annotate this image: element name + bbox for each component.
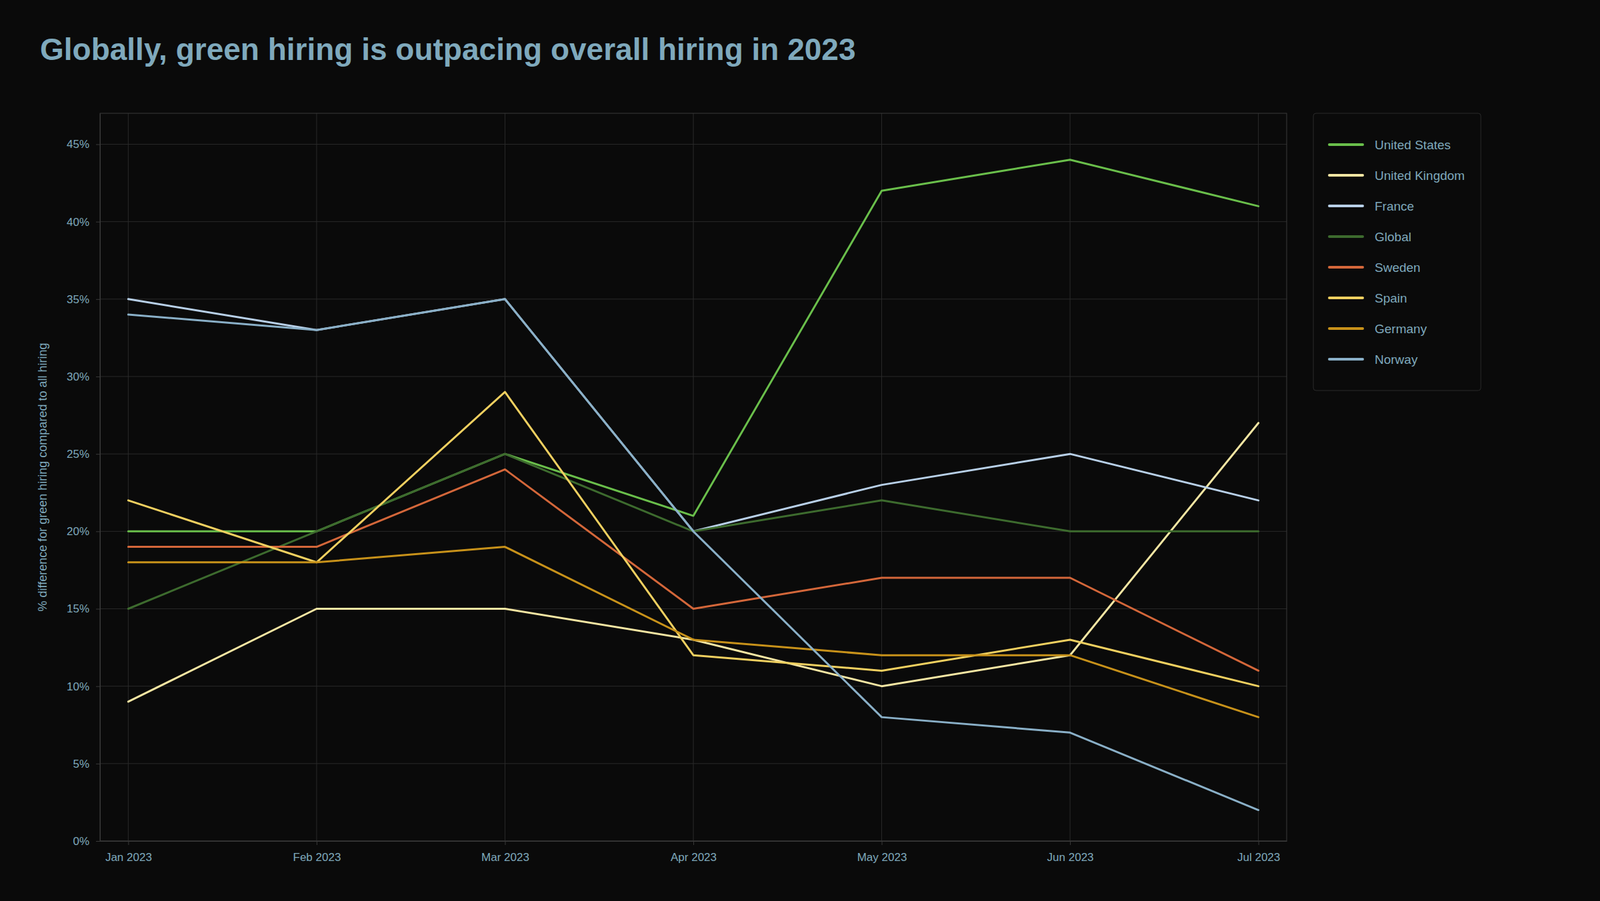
y-tick-label: 10% (66, 680, 90, 694)
x-tick-mark (128, 841, 129, 846)
x-tick-label: May 2023 (857, 851, 908, 864)
y-tick: 10% (66, 680, 100, 694)
y-tick: 45% (66, 138, 100, 151)
y-tick-mark (96, 222, 100, 223)
x-tick-label: Feb 2023 (292, 851, 341, 864)
y-tick-mark (96, 686, 100, 688)
y-tick: 40% (66, 216, 100, 229)
x-tick: Feb 2023 (292, 841, 341, 864)
x-tick: Jul 2023 (1237, 841, 1280, 864)
y-tick-label: 45% (66, 138, 90, 151)
y-tick-label: 20% (66, 525, 90, 538)
x-tick-label: Jan 2023 (105, 851, 152, 864)
grid-line (504, 113, 506, 842)
legend-item: United Kingdom (1329, 168, 1465, 183)
legend-item: United States (1329, 138, 1451, 152)
y-tick: 0% (72, 835, 100, 848)
chart: Globally, green hiring is outpacing over… (0, 0, 1600, 901)
x-tick: Jun 2023 (1047, 841, 1094, 864)
legend-label: United States (1374, 138, 1451, 152)
x-tick-mark (882, 841, 883, 846)
x-tick-mark (1258, 841, 1260, 846)
legend-swatch (1329, 204, 1363, 208)
series-line (128, 299, 1258, 532)
y-tick-label: 25% (66, 448, 90, 461)
y-tick-mark (96, 531, 100, 532)
legend-item: Germany (1329, 322, 1428, 336)
legend-label: Global (1374, 230, 1412, 244)
y-tick: 25% (66, 448, 100, 461)
y-tick-label: 35% (66, 293, 90, 306)
title: Globally, green hiring is outpacing over… (40, 32, 856, 67)
legend-item: Spain (1329, 291, 1408, 306)
background (0, 0, 1600, 901)
x-tick: Mar 2023 (481, 841, 530, 864)
grid-line (693, 113, 694, 842)
series-line (128, 547, 1258, 718)
lines (128, 160, 1258, 811)
series-line (128, 299, 1258, 811)
y-tick-label: 5% (72, 758, 90, 771)
legend-swatch (1329, 296, 1363, 300)
y-tick: 20% (66, 525, 100, 538)
y-tick-label: 15% (66, 602, 90, 616)
y-tick: 35% (66, 293, 100, 306)
x-tick-mark (693, 841, 694, 846)
grid-line (881, 113, 882, 842)
legend-swatch (1329, 266, 1363, 269)
legend-swatch (1329, 174, 1363, 177)
series-line (128, 392, 1258, 686)
legend-swatch (1329, 358, 1363, 361)
x-tick-mark (316, 841, 318, 846)
y-tick-mark (96, 841, 100, 842)
y-tick-mark (96, 608, 100, 610)
plot: 0% 5% 10% 15% 20% 25% 30% 35% 40% 45% Jan 2023 Feb … (66, 113, 1288, 864)
legend-item: Global (1329, 230, 1412, 244)
y-tick: 5% (72, 758, 100, 771)
legend: United States United Kingdom France Global S… (1313, 113, 1481, 391)
grid (100, 113, 1287, 842)
legend-label: United Kingdom (1374, 168, 1465, 183)
legend-label: Norway (1374, 352, 1418, 367)
legend-label: France (1374, 199, 1414, 214)
y-axis: 0% 5% 10% 15% 20% 25% 30% 35% 40% 45% (66, 114, 101, 848)
legend-item: Norway (1329, 352, 1418, 367)
legend-swatch (1329, 143, 1363, 146)
x-tick-mark (1070, 841, 1071, 846)
x-tick: Apr 2023 (670, 841, 717, 864)
y-tick-label: 40% (66, 216, 90, 229)
y-axis-line (100, 114, 101, 842)
y-tick-label: 0% (72, 835, 90, 848)
x-tick: Jan 2023 (105, 841, 152, 864)
y-tick-mark (96, 376, 100, 378)
y-tick-mark (96, 299, 100, 300)
x-tick: May 2023 (857, 841, 908, 864)
x-tick-label: Apr 2023 (670, 851, 717, 864)
x-tick-mark (504, 841, 506, 846)
grid-line (316, 113, 317, 842)
legend-label: Spain (1374, 291, 1408, 306)
series-line (128, 160, 1258, 532)
legend-label: Sweden (1374, 260, 1421, 275)
x-tick-label: Jul 2023 (1237, 851, 1280, 864)
x-axis: Jan 2023 Feb 2023 Mar 2023 Apr 2023 May 2023… (100, 841, 1288, 864)
legend-item: France (1329, 199, 1414, 214)
legend-swatch (1329, 327, 1363, 330)
y-tick: 30% (66, 370, 100, 384)
y-axis-title: % difference for green hiring compared t… (36, 343, 50, 612)
y-tick-mark (96, 144, 100, 145)
y-tick: 15% (66, 602, 100, 616)
legend-frame (1313, 113, 1481, 391)
x-tick-label: Jun 2023 (1047, 851, 1094, 864)
y-tick-mark (96, 454, 100, 455)
x-tick-label: Mar 2023 (481, 851, 530, 864)
legend-item: Sweden (1329, 260, 1421, 275)
plot-frame (100, 113, 1287, 842)
y-tick-label: 30% (66, 370, 90, 384)
grid-line (1258, 113, 1259, 842)
legend-swatch (1329, 235, 1363, 238)
grid-line (128, 113, 129, 842)
legend-label: Germany (1374, 322, 1428, 336)
y-tick-mark (96, 764, 100, 765)
